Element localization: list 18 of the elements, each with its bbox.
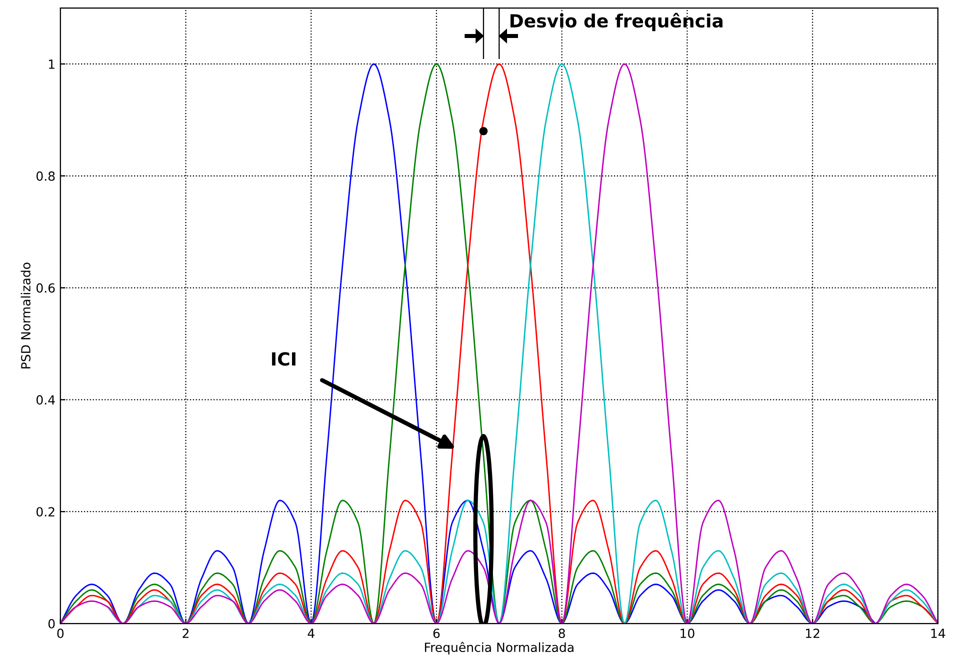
x-axis-title: Frequência Normalizada bbox=[424, 642, 574, 654]
x-tick-label: 10 bbox=[680, 628, 694, 638]
y-tick-label: 1 bbox=[48, 60, 54, 69]
y-tick-label: 0.2 bbox=[36, 507, 54, 517]
x-tick-label: 4 bbox=[308, 628, 314, 638]
x-tick-label: 6 bbox=[433, 628, 440, 638]
annotation: Desvio de frequência bbox=[510, 12, 722, 32]
x-tick-label: 8 bbox=[558, 628, 565, 638]
y-axis-title: PSD Normalizado bbox=[20, 262, 30, 368]
y-tick-label: 0 bbox=[48, 618, 55, 628]
x-tick-label: 12 bbox=[806, 628, 820, 638]
y-tick-label: 0.8 bbox=[36, 171, 55, 181]
x-tick-label: 0 bbox=[57, 628, 64, 638]
y-tick-label: 0.4 bbox=[36, 395, 55, 405]
x-tick-label: 14 bbox=[931, 628, 946, 638]
annotation: ICI bbox=[272, 352, 296, 366]
y-tick-label: 0.6 bbox=[36, 283, 55, 293]
x-tick-label: 2 bbox=[182, 628, 188, 638]
